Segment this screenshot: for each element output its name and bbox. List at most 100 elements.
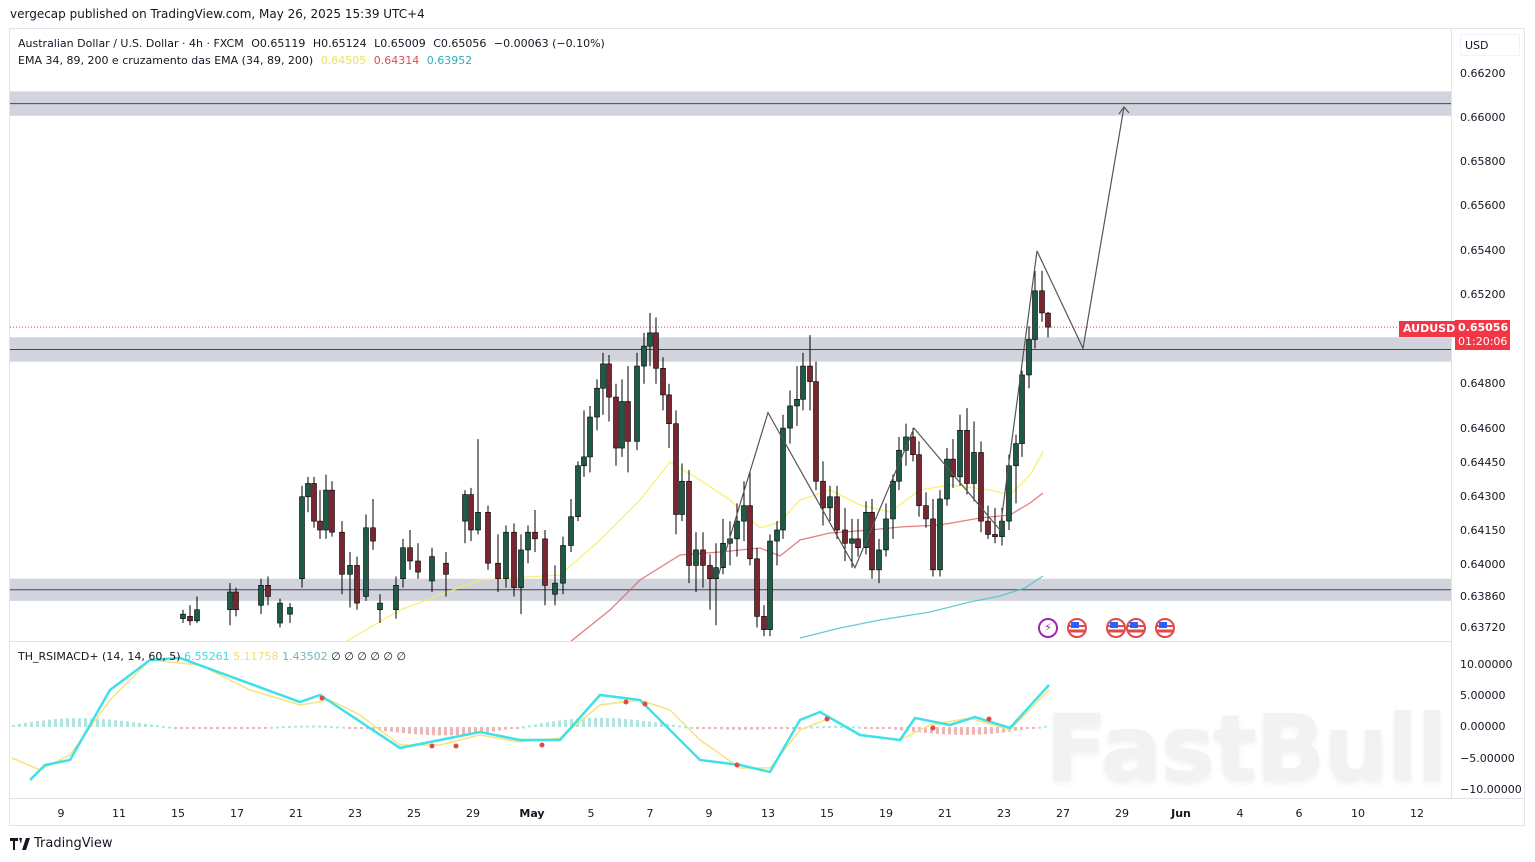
bear-candle [317, 520, 323, 531]
histogram-bar [12, 724, 15, 727]
histogram-bar [888, 727, 891, 730]
bear-candle [265, 585, 271, 597]
time-tick: 11 [112, 807, 126, 820]
bear-candle [950, 458, 956, 478]
histogram-bar [678, 725, 681, 728]
us-flag-icon[interactable] [1126, 618, 1146, 638]
histogram-bar [798, 727, 801, 729]
ema200-line [799, 575, 1044, 639]
indicator-tick: 5.00000 [1460, 689, 1506, 702]
ema-indicator-label[interactable]: EMA 34, 89, 200 e cruzamento das EMA (34… [18, 54, 314, 67]
histogram-bar [426, 727, 429, 735]
us-flag-icon[interactable] [1106, 618, 1126, 638]
time-tick: 25 [407, 807, 421, 820]
bull-candle [863, 511, 869, 549]
us-flag-icon[interactable] [1067, 618, 1087, 638]
histogram-bar [192, 727, 195, 729]
bull-candle [634, 365, 640, 442]
price-tick: 0.65400 [1460, 244, 1506, 257]
pane-divider[interactable] [10, 641, 1451, 642]
time-tick: 4 [1236, 807, 1244, 820]
histogram-bar [582, 718, 585, 727]
bull-candle [600, 363, 606, 389]
bull-candle [693, 549, 699, 566]
indicator-tick: 0.00000 [1460, 720, 1506, 733]
currency-label[interactable]: USD [1460, 34, 1520, 56]
histogram-bar [1002, 727, 1005, 733]
bear-candle [761, 616, 767, 630]
time-tick: 15 [171, 807, 185, 820]
histogram-bar [810, 726, 813, 729]
histogram-bar [966, 727, 969, 735]
histogram-bar [474, 727, 477, 734]
bull-candle [594, 387, 600, 418]
histogram-bar [732, 727, 735, 730]
bull-candle [876, 549, 882, 571]
histogram-bar [384, 727, 387, 732]
bull-candle [299, 496, 305, 580]
lightning-icon[interactable]: ⚡ [1038, 618, 1058, 638]
histogram-bar [558, 720, 561, 727]
bear-candle [916, 454, 922, 506]
bull-candle [890, 480, 896, 520]
bull-candle [1013, 443, 1019, 467]
zigzag-drawing [717, 250, 1038, 577]
bull-candle [400, 547, 406, 580]
us-flag-icon[interactable] [1155, 618, 1175, 638]
bull-candle [194, 609, 200, 622]
signal-dot [623, 699, 629, 705]
price-tick: 0.64450 [1460, 456, 1506, 469]
time-tick: 21 [289, 807, 303, 820]
histogram-bar [852, 726, 855, 729]
histogram-bar [546, 722, 549, 727]
tradingview-footer[interactable]: TradingView [10, 836, 113, 851]
indicator-tick: −10.00000 [1460, 783, 1522, 796]
bear-candle [820, 480, 826, 509]
ema34-value: 0.64505 [320, 54, 367, 67]
histogram-bar [402, 727, 405, 734]
histogram-bar [534, 724, 537, 727]
histogram-bar [120, 720, 123, 727]
histogram-bar [540, 723, 543, 727]
time-axis[interactable]: 9 11 15 17 21 23 25 29 May 5 7 9 13 15 19 21 23 27 29 Jun 4 6… [10, 798, 1525, 827]
histogram-bar [96, 718, 99, 727]
price-tick: 0.65200 [1460, 288, 1506, 301]
bear-candle [542, 538, 548, 586]
histogram-bar [684, 726, 687, 729]
tradingview-logo-icon [10, 837, 30, 850]
histogram-bar [738, 727, 741, 730]
bear-candle [964, 430, 970, 484]
indicator-label[interactable]: TH_RSIMACD+ (14, 14, 60, 5) [18, 650, 181, 663]
histogram-bar [864, 727, 867, 729]
histogram-bar [702, 727, 705, 729]
price-axis[interactable]: USD 0.66200 0.66000 0.65800 0.65600 0.65400 0… [1451, 28, 1526, 798]
histogram-bar [936, 727, 939, 734]
histogram-bar [150, 724, 153, 727]
bull-candle [849, 538, 855, 544]
bull-candle [560, 545, 566, 584]
bull-candle [679, 480, 685, 515]
histogram-bar [180, 727, 183, 729]
histogram-bar [594, 717, 597, 727]
histogram-bar [282, 726, 285, 729]
signal-dot [824, 716, 830, 722]
histogram-bar [354, 727, 357, 729]
time-tick: 23 [348, 807, 362, 820]
bear-candle [673, 423, 679, 515]
price-tick: 0.64800 [1460, 377, 1506, 390]
histogram-bar [612, 718, 615, 727]
close-value: C0.65056 [433, 37, 487, 50]
bear-candle [532, 531, 538, 540]
histogram-bar [336, 726, 339, 729]
bull-candle [305, 483, 311, 498]
bear-candle [700, 549, 706, 566]
histogram-bar [954, 727, 957, 735]
symbol-title[interactable]: Australian Dollar / U.S. Dollar · 4h · F… [18, 37, 244, 50]
histogram-bar [648, 721, 651, 727]
histogram-bar [174, 727, 177, 729]
price-tick: 0.66200 [1460, 67, 1506, 80]
histogram-bar [42, 720, 45, 727]
projection-path [1036, 106, 1125, 351]
bull-candle [780, 427, 786, 531]
